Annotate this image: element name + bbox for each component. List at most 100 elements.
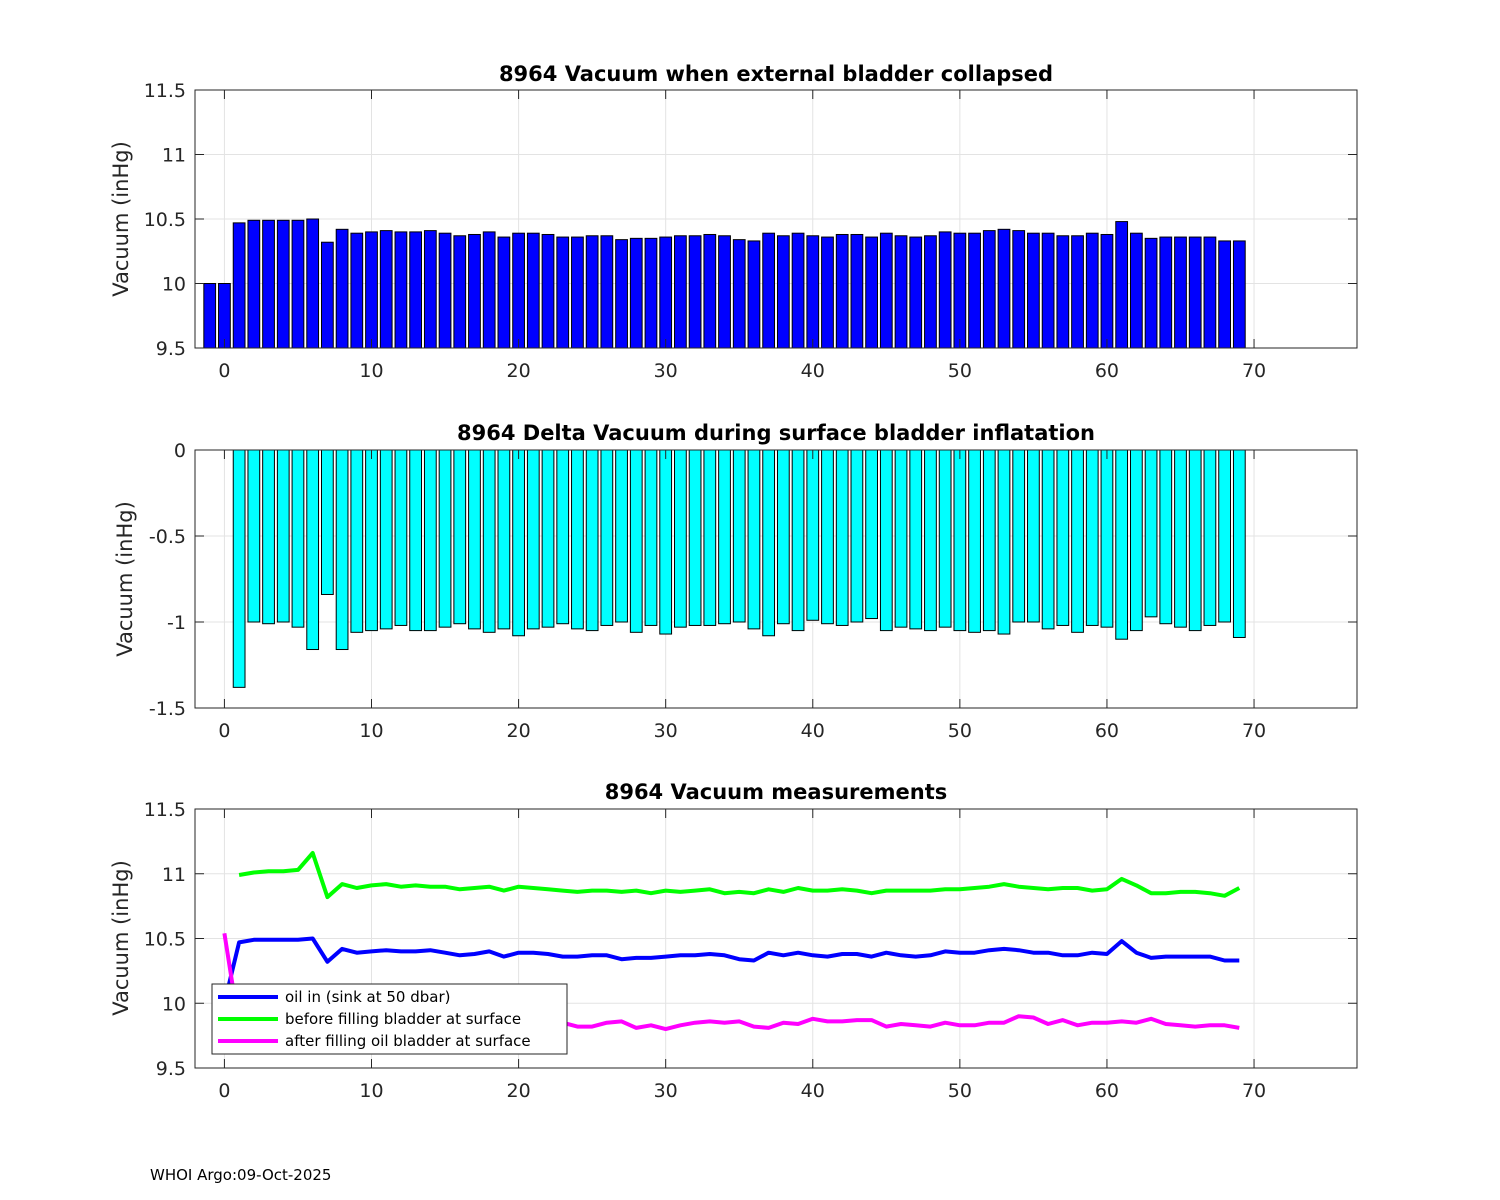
bar xyxy=(585,235,599,349)
bar xyxy=(1129,449,1143,632)
bar xyxy=(850,233,864,349)
x-tick-label: 20 xyxy=(507,720,531,742)
bar xyxy=(909,236,923,349)
footer-credit: WHOI Argo:09-Oct-2025 xyxy=(150,1166,332,1184)
bar xyxy=(1085,449,1099,626)
legend-label: after filling oil bladder at surface xyxy=(285,1032,531,1050)
bar xyxy=(541,449,555,628)
bar xyxy=(541,233,555,349)
y-tick-label: -1 xyxy=(167,612,186,634)
bar xyxy=(320,449,334,595)
x-tick-label: 50 xyxy=(948,360,972,382)
y-tick-label: -1.5 xyxy=(149,698,186,720)
x-tick-label: 70 xyxy=(1242,360,1266,382)
bar xyxy=(894,449,908,628)
bar xyxy=(203,283,217,349)
x-tick-label: 60 xyxy=(1095,1080,1119,1102)
bar xyxy=(776,235,790,349)
bar xyxy=(262,219,275,349)
bar xyxy=(468,449,481,630)
bar xyxy=(1218,240,1232,349)
bar xyxy=(1174,236,1187,349)
bar xyxy=(453,449,467,625)
bar xyxy=(997,228,1011,349)
bar xyxy=(600,449,614,626)
y-tick-label: 10 xyxy=(162,993,186,1015)
bar xyxy=(968,449,981,633)
bar xyxy=(409,449,423,632)
chart-vacuum-measurements: 0 10 20 30 40 50 60 70 9.5 10 10.5 11 11.5 8964 Vacu… xyxy=(109,780,1358,1102)
y-tick-label: -0.5 xyxy=(149,526,186,548)
y-tick-label: 11.5 xyxy=(144,80,186,102)
bar xyxy=(1115,449,1129,640)
x-tick-label: 30 xyxy=(654,360,678,382)
bar xyxy=(659,449,673,635)
bar xyxy=(909,449,923,630)
bar xyxy=(365,231,378,349)
legend: oil in (sink at 50 dbar) before filling … xyxy=(211,983,568,1055)
bar xyxy=(791,232,805,349)
bar xyxy=(556,236,570,349)
bar xyxy=(350,232,364,349)
x-tick-label: 60 xyxy=(1095,720,1119,742)
x-tick-label: 70 xyxy=(1242,1080,1266,1102)
y-tick-label: 11.5 xyxy=(144,799,186,821)
bar xyxy=(747,449,761,630)
y-tick-label: 10.5 xyxy=(144,209,186,231)
bar xyxy=(1232,449,1246,638)
x-tick-label: 60 xyxy=(1095,360,1119,382)
bar xyxy=(674,235,687,349)
bar xyxy=(762,449,776,637)
bar xyxy=(659,236,673,349)
x-tick-label: 20 xyxy=(507,1080,531,1102)
bar xyxy=(1203,236,1217,349)
y-tick-label: 10.5 xyxy=(144,929,186,951)
bar xyxy=(850,449,864,623)
bar xyxy=(571,449,584,630)
y-axis-label: Vacuum (inHg) xyxy=(109,860,133,1016)
bar xyxy=(482,449,496,633)
bar xyxy=(1056,235,1070,349)
bar xyxy=(1144,237,1158,349)
bar xyxy=(306,449,320,651)
y-tick-label: 10 xyxy=(162,274,186,296)
bar xyxy=(968,232,981,349)
bar xyxy=(1085,232,1099,349)
bar xyxy=(865,236,878,349)
chart-title: 8964 Vacuum measurements xyxy=(605,780,948,804)
bar xyxy=(394,449,408,626)
bar xyxy=(365,449,378,632)
bar xyxy=(497,449,511,630)
bar xyxy=(865,449,878,620)
x-tick-label: 40 xyxy=(801,360,825,382)
y-axis-label: Vacuum (inHg) xyxy=(113,501,137,657)
bar xyxy=(394,231,408,349)
bar xyxy=(218,283,231,349)
bar xyxy=(718,235,731,349)
bar xyxy=(688,235,702,349)
bar xyxy=(938,231,952,349)
bar xyxy=(806,449,820,621)
bar xyxy=(482,231,496,349)
bar xyxy=(276,449,290,623)
bar xyxy=(585,449,599,632)
y-tick-label: 11 xyxy=(162,864,186,886)
bar xyxy=(732,239,746,349)
x-tick-label: 40 xyxy=(801,720,825,742)
bar xyxy=(232,222,246,349)
bar xyxy=(997,449,1011,635)
bar xyxy=(247,449,261,623)
bar xyxy=(615,449,628,623)
x-tick-label: 10 xyxy=(359,720,383,742)
x-tick-label: 70 xyxy=(1242,720,1266,742)
chart-delta-vacuum: 0 10 20 30 40 50 60 70 -1.5 -1 -0.5 0 8964 Delta Va… xyxy=(113,421,1358,742)
bar xyxy=(747,240,761,349)
bar xyxy=(247,219,261,349)
bar xyxy=(982,230,996,349)
legend-label: oil in (sink at 50 dbar) xyxy=(285,988,450,1006)
x-tick-label: 0 xyxy=(218,360,230,382)
bar xyxy=(571,236,584,349)
bar xyxy=(615,239,628,349)
bar xyxy=(953,449,967,632)
bar xyxy=(291,449,305,628)
